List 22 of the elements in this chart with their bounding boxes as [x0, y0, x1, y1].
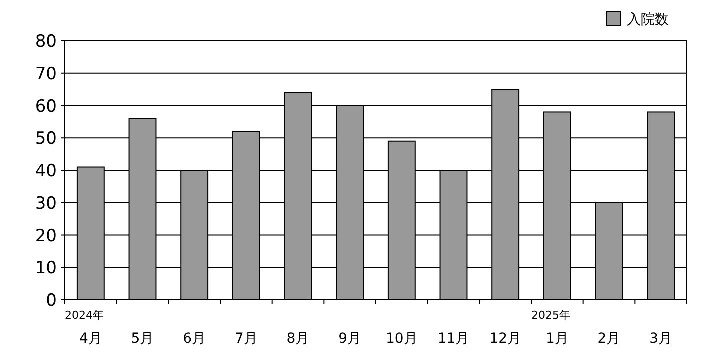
y-tick-label: 60 — [35, 96, 57, 117]
x-tick-label: 5月 — [131, 331, 154, 347]
y-tick-label: 10 — [35, 258, 57, 279]
x-tick-label: 6月 — [183, 331, 206, 347]
y-tick-label: 20 — [35, 226, 57, 246]
y-tick-label: 70 — [35, 64, 57, 84]
y-tick-label: 30 — [35, 194, 57, 214]
x-tick-label: 9月 — [338, 331, 362, 347]
x-tick-label: 8月 — [286, 331, 310, 347]
y-tick-label: 80 — [35, 32, 57, 52]
y-tick-label: 0 — [46, 291, 57, 311]
x-tick-label: 3月 — [650, 331, 673, 347]
y-tick-label: 40 — [35, 162, 57, 182]
x-tick-label: 2025年 1月 — [532, 309, 570, 347]
legend-label: 入院数 — [627, 12, 669, 28]
y-tick-label: 50 — [35, 129, 57, 150]
x-tick-label: 7月 — [234, 331, 258, 347]
x-tick-label: 10月 — [386, 331, 418, 347]
x-tick-label: 11月 — [438, 331, 470, 347]
x-tick-label: 2024年 4月 — [65, 309, 104, 347]
x-tick-label: 2月 — [598, 331, 621, 347]
x-tick-label: 12月 — [490, 331, 522, 347]
